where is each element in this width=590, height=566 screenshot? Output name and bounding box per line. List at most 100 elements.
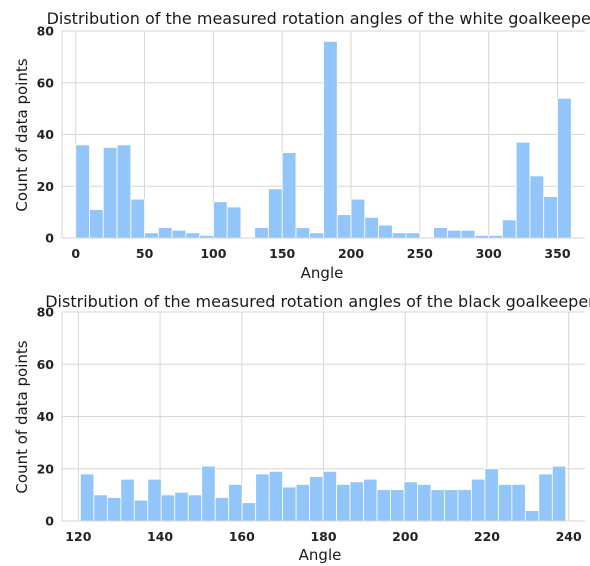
x-tick-label: 200 xyxy=(338,246,364,261)
y-tick-label: 60 xyxy=(37,357,55,372)
x-tick-label: 50 xyxy=(136,246,154,261)
histogram-bar xyxy=(390,489,405,522)
y-tick-label: 0 xyxy=(45,231,54,246)
histogram-bar xyxy=(201,465,216,522)
y-tick-label: 20 xyxy=(37,461,55,476)
histogram-bar xyxy=(363,478,378,522)
histogram-bar xyxy=(295,227,311,239)
histogram-bar xyxy=(102,147,118,239)
x-tick-label: 300 xyxy=(476,246,502,261)
histogram-bar xyxy=(241,502,257,522)
chart-white-goalkeeper: Distribution of the measured rotation an… xyxy=(13,9,590,282)
y-tick-label: 20 xyxy=(37,179,55,194)
histogram-bar xyxy=(281,152,297,239)
histogram-bar xyxy=(268,470,284,522)
y-tick-label: 40 xyxy=(37,409,55,424)
x-tick-label: 120 xyxy=(65,529,91,544)
histogram-bar xyxy=(268,188,283,239)
histogram-bar xyxy=(403,481,418,522)
histogram-bar xyxy=(309,476,324,522)
histogram-bar xyxy=(336,484,351,522)
x-tick-label: 250 xyxy=(407,246,433,261)
histogram-bar xyxy=(309,232,324,239)
histogram-bar xyxy=(160,494,176,522)
histogram-bar xyxy=(484,468,499,522)
histogram-bar xyxy=(376,489,391,522)
histogram-bar xyxy=(543,196,558,239)
histogram-bar xyxy=(323,40,338,239)
histogram-bar xyxy=(471,478,486,522)
chart-title: Distribution of the measured rotation an… xyxy=(47,9,590,28)
histogram-bar xyxy=(295,484,311,522)
histogram-bar xyxy=(364,216,379,239)
x-tick-label: 150 xyxy=(269,246,295,261)
histogram-bar xyxy=(185,232,201,239)
histogram-bar xyxy=(529,175,545,239)
x-axis-label: Angle xyxy=(299,546,342,564)
histogram-bar xyxy=(89,209,104,239)
histogram-bar xyxy=(144,232,159,239)
histogram-bar xyxy=(538,473,553,522)
histogram-bar xyxy=(130,198,145,239)
histogram-bar xyxy=(457,489,472,522)
histogram-bar xyxy=(116,144,132,239)
histogram-bar xyxy=(93,494,108,522)
histogram-bar xyxy=(75,144,90,239)
histogram-bar xyxy=(515,141,531,239)
histogram-bar xyxy=(120,478,135,522)
histogram-bar xyxy=(557,97,572,239)
histogram-bar xyxy=(254,227,269,239)
histogram-bar xyxy=(446,229,462,239)
histogram-bar xyxy=(282,486,297,522)
histogram-bar xyxy=(212,201,228,239)
y-axis-label: Count of data points xyxy=(13,58,31,211)
histogram-bar xyxy=(444,489,459,522)
x-tick-label: 200 xyxy=(392,529,418,544)
y-tick-label: 60 xyxy=(37,75,55,90)
histogram-bar xyxy=(226,206,242,239)
y-tick-label: 80 xyxy=(37,24,55,39)
x-tick-label: 100 xyxy=(200,246,226,261)
histogram-bar xyxy=(430,489,445,522)
histogram-bar xyxy=(391,232,407,239)
x-tick-label: 160 xyxy=(229,529,255,544)
histogram-bar xyxy=(349,481,364,522)
histogram-bar xyxy=(106,497,122,522)
histogram-bar xyxy=(214,497,230,522)
histogram-bar xyxy=(551,465,567,522)
y-axis-label: Count of data points xyxy=(13,340,31,493)
x-tick-label: 240 xyxy=(556,529,582,544)
x-tick-label: 180 xyxy=(310,529,336,544)
chart-black-goalkeeper: Distribution of the measured rotation an… xyxy=(13,292,590,564)
histogram-bar xyxy=(147,478,162,522)
histogram-bar xyxy=(378,224,393,239)
histogram-bar xyxy=(524,510,540,522)
histogram-bar xyxy=(79,473,95,522)
histogram-bar xyxy=(187,494,203,522)
histogram-bar xyxy=(511,484,526,522)
histogram-bar xyxy=(336,214,352,239)
histogram-bar xyxy=(322,470,337,522)
histogram-bar xyxy=(255,473,270,522)
histogram-bar xyxy=(497,484,513,522)
x-tick-label: 220 xyxy=(474,529,500,544)
plot-area: 0 20 40 60 80 0 50 100 150 200 250 300 350 xyxy=(37,24,585,261)
x-axis-label: Angle xyxy=(301,264,344,282)
y-tick-label: 80 xyxy=(37,305,55,320)
histogram-bar xyxy=(417,484,432,522)
x-tick-label: 140 xyxy=(147,529,173,544)
histogram-bar xyxy=(405,232,421,239)
histogram-bar xyxy=(174,491,189,522)
histogram-bar xyxy=(433,227,448,239)
histogram-bar xyxy=(350,198,366,239)
histogram-bar xyxy=(157,227,173,239)
plot-area: 0 20 40 60 80 120 140 160 180 200 220 240 xyxy=(37,305,585,544)
x-tick-label: 0 xyxy=(71,246,80,261)
chart-title: Distribution of the measured rotation an… xyxy=(45,292,590,311)
x-tick-label: 350 xyxy=(544,246,570,261)
histogram-bar xyxy=(460,229,476,239)
y-tick-label: 0 xyxy=(45,514,54,529)
histogram-bar xyxy=(171,229,187,239)
histogram-bar xyxy=(228,484,243,522)
histogram-bar xyxy=(502,219,517,239)
